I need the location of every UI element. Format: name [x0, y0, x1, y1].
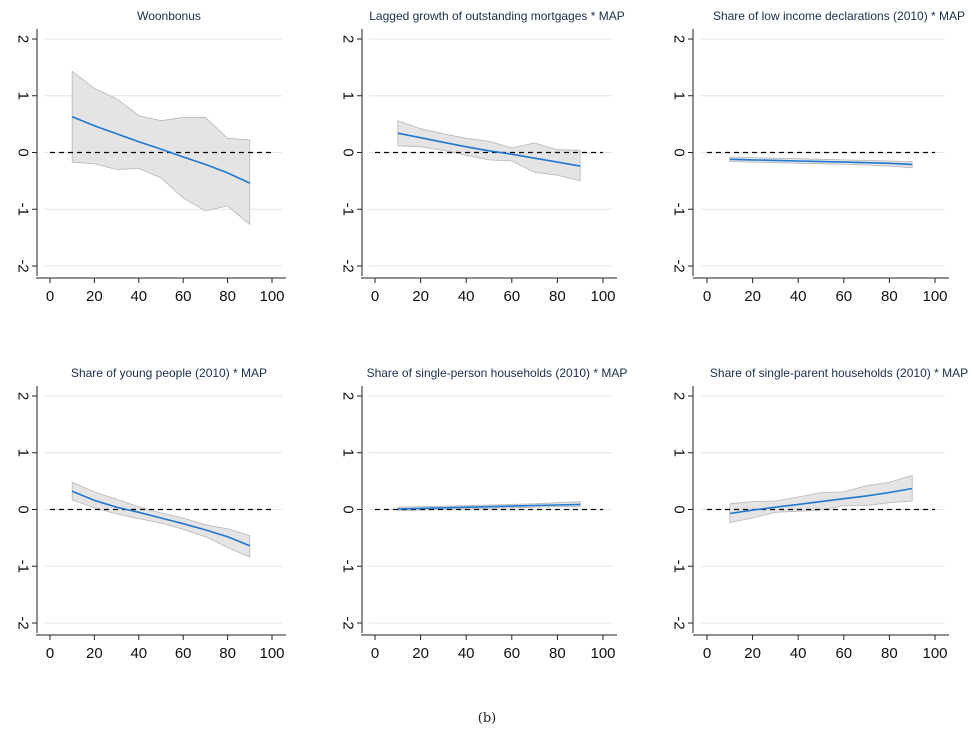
panel-6: Share of single-parent households (2010)… — [671, 366, 969, 662]
x-tick-label: 0 — [703, 645, 711, 662]
x-tick-label: 40 — [130, 288, 147, 305]
figure-caption: (b) — [477, 711, 497, 726]
x-tick-label: 100 — [259, 288, 284, 305]
x-tick-label: 60 — [835, 645, 852, 662]
x-tick-label: 20 — [744, 645, 761, 662]
x-tick-label: 40 — [790, 645, 807, 662]
y-tick-label: -2 — [340, 259, 357, 272]
x-tick-label: 0 — [703, 288, 711, 305]
x-tick-label: 80 — [549, 645, 566, 662]
x-tick-label: 80 — [881, 288, 898, 305]
y-tick-label: 0 — [15, 148, 32, 156]
y-tick-label: -2 — [15, 616, 32, 629]
x-tick-label: 100 — [259, 645, 284, 662]
x-tick-label: 40 — [790, 288, 807, 305]
panel-title: Lagged growth of outstanding mortgages *… — [369, 9, 625, 23]
x-tick-label: 40 — [130, 645, 147, 662]
y-tick-label: -1 — [15, 203, 32, 216]
series-line — [71, 490, 251, 547]
x-tick-label: 60 — [175, 288, 192, 305]
y-tick-label: 0 — [340, 505, 357, 513]
y-tick-label: 2 — [340, 392, 357, 400]
y-tick-label: -2 — [671, 616, 688, 629]
panel-4: Share of young people (2010) * MAP -2 -1 0 1… — [15, 366, 286, 662]
y-tick-label: 2 — [340, 35, 357, 43]
panel-title: Share of single-person households (2010)… — [367, 366, 628, 380]
y-tick-label: 1 — [340, 92, 357, 100]
y-tick-label: 2 — [15, 392, 32, 400]
x-tick-label: 60 — [835, 288, 852, 305]
panel-title: Share of low income declarations (2010) … — [713, 9, 965, 23]
x-tick-label: 100 — [590, 288, 615, 305]
y-tick-label: -1 — [671, 560, 688, 573]
panel-3: Share of low income declarations (2010) … — [671, 9, 966, 305]
x-tick-label: 100 — [590, 645, 615, 662]
x-tick-label: 60 — [503, 288, 520, 305]
series-line — [71, 115, 251, 184]
x-tick-label: 20 — [744, 288, 761, 305]
panel-title: Share of young people (2010) * MAP — [71, 366, 267, 380]
x-tick-label: 100 — [922, 645, 947, 662]
x-tick-label: 20 — [86, 288, 103, 305]
y-tick-label: 1 — [340, 449, 357, 457]
y-tick-label: -1 — [340, 203, 357, 216]
x-tick-label: 0 — [46, 645, 54, 662]
x-tick-label: 60 — [175, 645, 192, 662]
y-tick-label: 2 — [671, 35, 688, 43]
confidence-band — [71, 70, 251, 226]
panel-title: Woonbonus — [137, 9, 201, 23]
x-tick-label: 80 — [881, 645, 898, 662]
y-tick-label: 1 — [671, 92, 688, 100]
y-tick-label: 1 — [671, 449, 688, 457]
y-tick-label: -2 — [15, 259, 32, 272]
y-tick-label: -2 — [671, 259, 688, 272]
y-tick-label: -1 — [671, 203, 688, 216]
series-line — [729, 158, 913, 166]
y-tick-label: 1 — [15, 449, 32, 457]
y-tick-label: 0 — [340, 148, 357, 156]
x-tick-label: 0 — [371, 645, 379, 662]
x-tick-label: 100 — [922, 288, 947, 305]
x-tick-label: 0 — [46, 288, 54, 305]
panel-5: Share of single-person households (2010)… — [340, 366, 628, 662]
y-tick-label: 0 — [15, 505, 32, 513]
x-tick-label: 20 — [412, 645, 429, 662]
y-tick-label: 0 — [671, 148, 688, 156]
x-tick-label: 20 — [412, 288, 429, 305]
panel-title: Share of single-parent households (2010)… — [710, 366, 968, 380]
y-tick-label: 1 — [15, 92, 32, 100]
x-tick-label: 60 — [503, 645, 520, 662]
y-tick-label: 0 — [671, 505, 688, 513]
y-tick-label: -1 — [15, 560, 32, 573]
confidence-band — [71, 481, 251, 558]
x-tick-label: 80 — [219, 288, 236, 305]
x-tick-label: 40 — [458, 645, 475, 662]
x-tick-label: 0 — [371, 288, 379, 305]
panel-2: Lagged growth of outstanding mortgages *… — [340, 9, 625, 305]
x-tick-label: 20 — [86, 645, 103, 662]
x-tick-label: 40 — [458, 288, 475, 305]
series-line — [729, 487, 913, 515]
y-tick-label: 2 — [671, 392, 688, 400]
x-tick-label: 80 — [219, 645, 236, 662]
confidence-band — [729, 474, 913, 524]
x-tick-label: 80 — [549, 288, 566, 305]
y-tick-label: 2 — [15, 35, 32, 43]
y-tick-label: -2 — [340, 616, 357, 629]
series-line — [397, 503, 581, 510]
series-line — [397, 132, 581, 167]
y-tick-label: -1 — [340, 560, 357, 573]
